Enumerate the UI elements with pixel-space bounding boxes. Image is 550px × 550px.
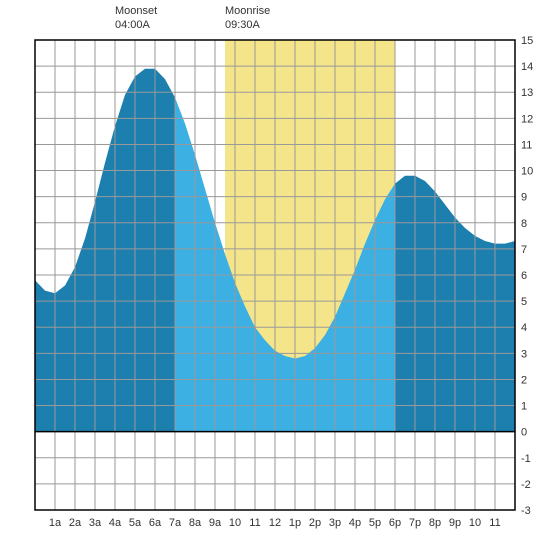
y-tick-label: 4 (521, 322, 527, 334)
x-tick-label: 10 (469, 517, 481, 529)
x-tick-label: 2a (69, 517, 82, 529)
moonset-label: Moonset (115, 5, 157, 17)
x-tick-label: 8a (189, 517, 202, 529)
x-tick-label: 6a (149, 517, 162, 529)
y-tick-label: 10 (521, 166, 533, 178)
x-tick-label: 11 (489, 517, 500, 529)
y-tick-label: 6 (521, 270, 527, 282)
x-tick-label: 4p (349, 517, 361, 529)
y-tick-label: 7 (521, 244, 527, 256)
x-tick-label: 9p (449, 517, 461, 529)
y-tick-label: 1 (521, 401, 527, 413)
y-tick-label: 12 (521, 113, 533, 125)
moonset-time: 04:00A (115, 19, 151, 31)
tide-chart: -3-2-101234567891011121314151a2a3a4a5a6a… (0, 0, 550, 550)
y-tick-label: 11 (521, 139, 532, 151)
x-tick-label: 5a (129, 517, 142, 529)
y-tick-label: 9 (521, 192, 527, 204)
y-tick-label: 15 (521, 35, 533, 47)
x-tick-label: 3a (89, 517, 102, 529)
x-tick-label: 8p (429, 517, 441, 529)
moonrise-label: Moonrise (225, 5, 270, 17)
x-tick-label: 7p (409, 517, 421, 529)
y-tick-label: 3 (521, 348, 527, 360)
y-tick-label: -1 (521, 453, 531, 465)
moonrise-time: 09:30A (225, 19, 261, 31)
x-tick-label: 7a (169, 517, 182, 529)
y-tick-label: 0 (521, 427, 527, 439)
y-tick-label: 14 (521, 61, 533, 73)
y-tick-label: 5 (521, 296, 527, 308)
x-tick-label: 3p (329, 517, 341, 529)
x-tick-label: 11 (249, 517, 260, 529)
chart-svg: -3-2-101234567891011121314151a2a3a4a5a6a… (0, 0, 550, 550)
x-tick-label: 12 (269, 517, 281, 529)
x-tick-label: 4a (109, 517, 122, 529)
y-tick-label: -3 (521, 505, 531, 517)
x-tick-label: 5p (369, 517, 381, 529)
x-tick-label: 2p (309, 517, 321, 529)
x-tick-label: 1a (49, 517, 62, 529)
x-tick-label: 6p (389, 517, 401, 529)
y-tick-label: 13 (521, 87, 533, 99)
y-tick-label: 2 (521, 374, 527, 386)
y-tick-label: -2 (521, 479, 531, 491)
y-tick-label: 8 (521, 218, 527, 230)
x-tick-label: 10 (229, 517, 241, 529)
x-tick-label: 1p (289, 517, 301, 529)
x-tick-label: 9a (209, 517, 222, 529)
